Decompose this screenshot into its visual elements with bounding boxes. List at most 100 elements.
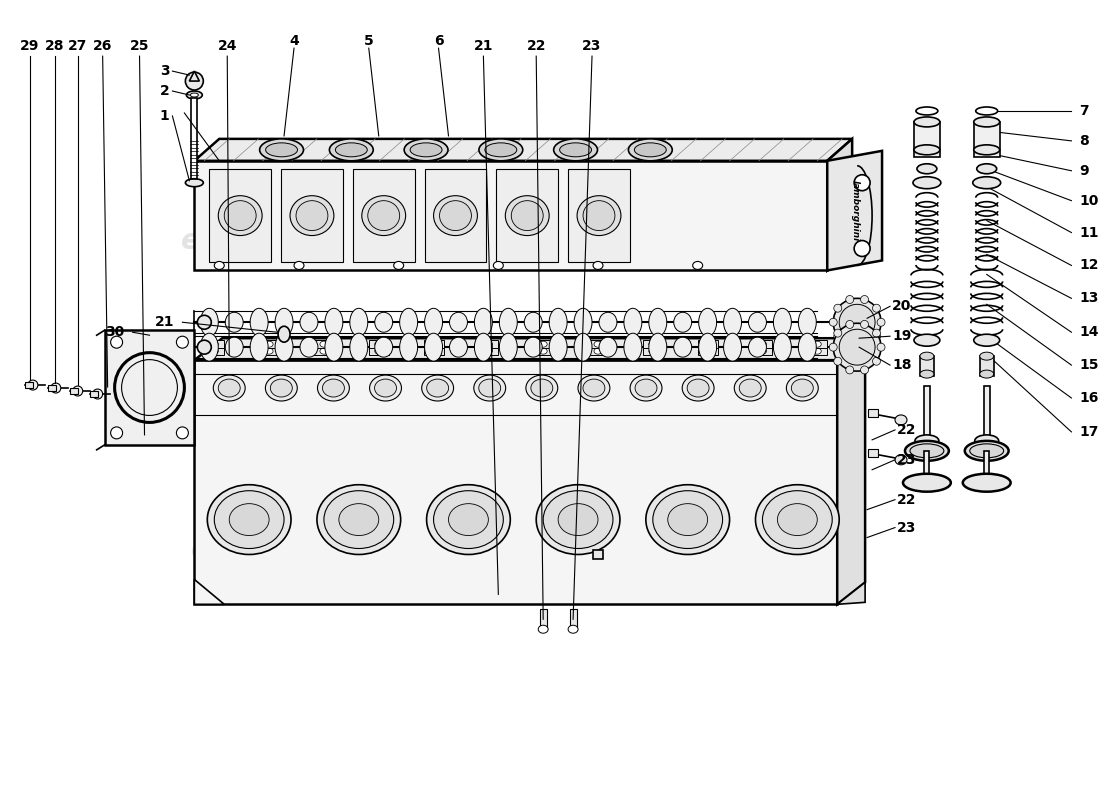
Ellipse shape: [260, 139, 304, 161]
Ellipse shape: [300, 312, 318, 332]
Bar: [478, 347, 498, 355]
Bar: [920, 356, 934, 376]
Ellipse shape: [920, 370, 934, 378]
Bar: [752, 347, 772, 355]
Ellipse shape: [846, 295, 854, 303]
Ellipse shape: [877, 343, 886, 351]
Bar: [260, 340, 279, 348]
Ellipse shape: [724, 308, 741, 336]
Ellipse shape: [735, 375, 767, 401]
Text: 13: 13: [1079, 291, 1099, 306]
Ellipse shape: [724, 334, 741, 361]
Ellipse shape: [224, 201, 256, 230]
Ellipse shape: [73, 386, 82, 396]
Ellipse shape: [895, 455, 908, 465]
Bar: [924, 451, 930, 481]
Bar: [642, 340, 663, 348]
Ellipse shape: [499, 308, 517, 336]
Ellipse shape: [833, 323, 881, 371]
Ellipse shape: [410, 143, 442, 157]
Text: 2: 2: [160, 84, 169, 98]
Text: eurospares: eurospares: [510, 226, 685, 254]
Bar: [924, 386, 930, 436]
Text: eurospares: eurospares: [191, 535, 366, 563]
Ellipse shape: [872, 304, 880, 312]
Ellipse shape: [977, 164, 997, 174]
Bar: [209, 169, 271, 262]
Ellipse shape: [914, 117, 939, 127]
Ellipse shape: [649, 334, 667, 361]
Ellipse shape: [430, 348, 438, 354]
Ellipse shape: [478, 139, 522, 161]
Ellipse shape: [176, 336, 188, 348]
Ellipse shape: [813, 341, 822, 347]
Ellipse shape: [593, 262, 603, 270]
Ellipse shape: [762, 490, 833, 549]
Ellipse shape: [674, 338, 692, 357]
Text: 20: 20: [892, 299, 912, 314]
Text: 23: 23: [896, 453, 916, 467]
Ellipse shape: [975, 435, 999, 447]
Ellipse shape: [207, 485, 292, 554]
Ellipse shape: [739, 379, 761, 397]
Bar: [807, 347, 827, 355]
Ellipse shape: [427, 379, 449, 397]
Ellipse shape: [704, 348, 712, 354]
Ellipse shape: [834, 332, 842, 340]
Ellipse shape: [213, 375, 245, 401]
Ellipse shape: [200, 308, 218, 336]
Ellipse shape: [756, 485, 839, 554]
Text: 22: 22: [896, 423, 916, 437]
Text: 22: 22: [527, 39, 546, 53]
Text: lamborghini: lamborghini: [850, 180, 859, 242]
Bar: [974, 122, 1000, 157]
Ellipse shape: [538, 626, 548, 634]
Ellipse shape: [813, 348, 822, 354]
Ellipse shape: [433, 196, 477, 235]
Bar: [314, 347, 334, 355]
Ellipse shape: [594, 348, 602, 354]
Ellipse shape: [600, 338, 617, 357]
Ellipse shape: [320, 341, 328, 347]
Text: 14: 14: [1079, 326, 1099, 339]
Ellipse shape: [583, 379, 605, 397]
Ellipse shape: [846, 321, 854, 329]
Ellipse shape: [854, 241, 870, 257]
Bar: [368, 340, 388, 348]
Ellipse shape: [324, 308, 343, 336]
Ellipse shape: [920, 352, 934, 360]
Ellipse shape: [350, 308, 367, 336]
Ellipse shape: [450, 338, 468, 357]
Text: 19: 19: [892, 330, 912, 343]
Ellipse shape: [512, 201, 543, 230]
Bar: [570, 610, 578, 627]
Ellipse shape: [914, 334, 939, 346]
Ellipse shape: [748, 338, 767, 357]
Bar: [534, 340, 553, 348]
Ellipse shape: [421, 375, 453, 401]
Ellipse shape: [218, 379, 240, 397]
Ellipse shape: [375, 341, 383, 347]
Ellipse shape: [210, 348, 218, 354]
Ellipse shape: [903, 474, 950, 492]
Ellipse shape: [829, 343, 837, 351]
Ellipse shape: [375, 348, 383, 354]
Ellipse shape: [974, 334, 1000, 346]
Text: 21: 21: [474, 39, 493, 53]
Ellipse shape: [494, 262, 504, 270]
Ellipse shape: [300, 338, 318, 357]
Text: 5: 5: [364, 34, 374, 48]
Ellipse shape: [860, 341, 869, 349]
Ellipse shape: [296, 201, 328, 230]
Ellipse shape: [484, 341, 493, 347]
Ellipse shape: [525, 312, 542, 332]
Ellipse shape: [568, 626, 579, 634]
Ellipse shape: [773, 334, 791, 361]
Bar: [588, 347, 608, 355]
Polygon shape: [195, 360, 837, 604]
Ellipse shape: [265, 143, 297, 157]
Ellipse shape: [965, 441, 1009, 461]
Ellipse shape: [759, 348, 767, 354]
Ellipse shape: [980, 370, 993, 378]
Ellipse shape: [799, 334, 816, 361]
